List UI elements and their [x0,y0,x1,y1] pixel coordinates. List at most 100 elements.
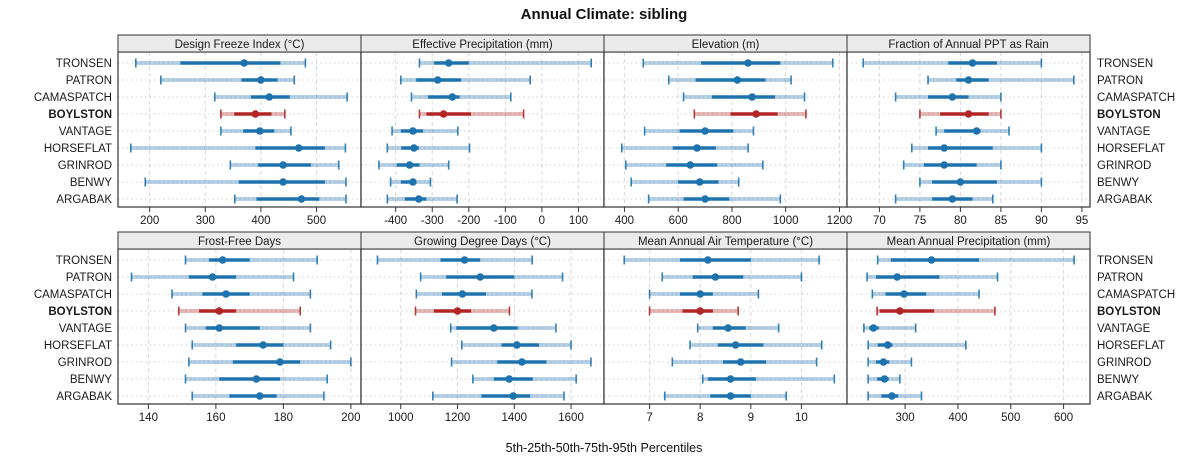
percentile-row-horseflat [867,340,967,350]
percentile-row-argabak [894,194,994,204]
percentile-row-horseflat [689,340,823,350]
median-dot [460,256,469,264]
x-axis: 300 400 500 600 [896,404,1073,424]
percentile-row-tronsen [623,255,820,265]
median-dot [410,144,418,152]
percentile-row-patron [400,75,531,85]
median-dot [458,290,467,298]
median-dot [711,273,720,281]
median-dot [695,178,704,186]
percentile-row-tronsen [376,255,533,265]
x-axis: 1000 1200 1400 1600 [388,404,584,424]
median-dot [218,256,227,264]
panel-mean-annual-air-temperature-c: 7 8 9 10 Mean Annual Air Temperature (°C) [603,231,848,424]
median-dot [964,110,973,118]
strip-title: Elevation (m) [692,39,760,51]
row-label-left-grinrod: GRINROD [58,357,112,369]
median-dot [701,195,709,203]
median-dot [972,127,981,135]
axis-tick-label: 1000 [773,215,799,227]
percentile-row-camaspatch [894,92,1002,102]
axis-tick-label: 200 [140,215,159,227]
median-dot [222,290,230,298]
axis-tick-label: -300 [421,215,444,227]
percentile-row-argabak [386,194,458,204]
row-label-right-argabak: ARGABAK [1097,194,1153,206]
row-label-right-vantage: VANTAGE [1097,126,1151,138]
row-label-right-horseflat: HORSEFLAT [1097,340,1165,352]
median-dot [294,144,303,152]
row-label-right-boylston: BOYLSTON [1097,109,1161,121]
percentile-row-vantage [696,323,780,333]
percentile-row-grinrod [450,357,592,367]
median-dot [731,341,740,349]
median-dot [439,110,448,118]
median-dot [701,127,709,135]
percentiles-caption: 5th-25th-50th-75th-95th Percentiles [506,441,703,455]
axis-tick-label: 180 [274,412,293,424]
percentile-row-vantage [863,323,917,333]
percentile-row-horseflat [191,340,332,350]
median-dot [215,324,224,332]
row-label-right-boylston: BOYLSTON [1097,306,1161,318]
strip-header [846,231,1091,250]
percentile-row-horseflat [620,143,749,153]
percentile-row-grinrod [188,357,352,367]
median-dot [696,307,704,315]
axis-tick-label: 400 [948,412,967,424]
percentile-row-benwy [472,374,577,384]
strip-title: Mean Annual Air Temperature (°C) [638,236,813,248]
percentile-row-horseflat [386,143,471,153]
median-dot [883,341,892,349]
axis-tick-label: 1200 [445,412,471,424]
x-axis: 200 300 400 500 [140,207,326,227]
median-dot [726,392,735,400]
median-dot [900,290,908,298]
percentile-row-grinrod [229,160,340,170]
median-dot [888,392,896,400]
percentile-row-patron [667,75,792,85]
percentile-row-tronsen [134,58,307,68]
percentile-row-grinrod [867,357,913,367]
row-label-right-benwy: BENWY [1097,177,1140,189]
percentile-row-argabak [663,391,788,401]
median-dot [968,59,977,67]
percentile-row-boylston [177,306,302,316]
median-dot [414,195,423,203]
median-dot [703,256,712,264]
row-label-right-horseflat: HORSEFLAT [1097,143,1165,155]
x-axis: -400 -300 -200 -100 0 100 [384,207,588,227]
median-dot [693,144,701,152]
row-label-right-grinrod: GRINROD [1097,160,1151,172]
panels-group: TRONSEN TRONSEN PATRON PATRON CAMASPATCH CAMA… [34,34,1175,424]
row-label-left-horseflat: HORSEFLAT [44,340,112,352]
panel-elevation-m: 400 600 800 1000 1200 Elevation (m) [603,34,852,227]
axis-tick-label: 160 [206,412,225,424]
percentile-row-benwy [144,177,347,187]
row-label-left-benwy: BENWY [70,374,113,386]
row-label-right-camaspatch: CAMASPATCH [1097,289,1175,301]
median-dot [240,59,249,67]
median-dot [736,358,745,366]
axis-tick-label: 300 [896,412,915,424]
axis-tick-label: -100 [494,215,517,227]
axis-tick-label: 95 [1076,215,1089,227]
percentile-row-vantage [220,126,292,136]
x-axis: 140 160 180 200 [139,404,360,424]
axis-tick-label: 1000 [388,412,414,424]
axis-tick-label: 10 [795,412,808,424]
percentile-row-camaspatch [171,289,312,299]
percentile-row-grinrod [378,160,450,170]
row-label-right-patron: PATRON [1097,75,1143,87]
percentile-row-boylston [220,109,286,119]
median-dot [265,93,274,101]
percentile-row-benwy [867,374,901,384]
median-dot [518,358,526,366]
percentile-row-vantage [643,126,755,136]
median-dot [509,392,517,400]
axis-tick-label: 500 [307,215,326,227]
row-label-left-vantage: VANTAGE [59,323,113,335]
axis-tick-label: 500 [1001,412,1020,424]
median-dot [752,110,760,118]
